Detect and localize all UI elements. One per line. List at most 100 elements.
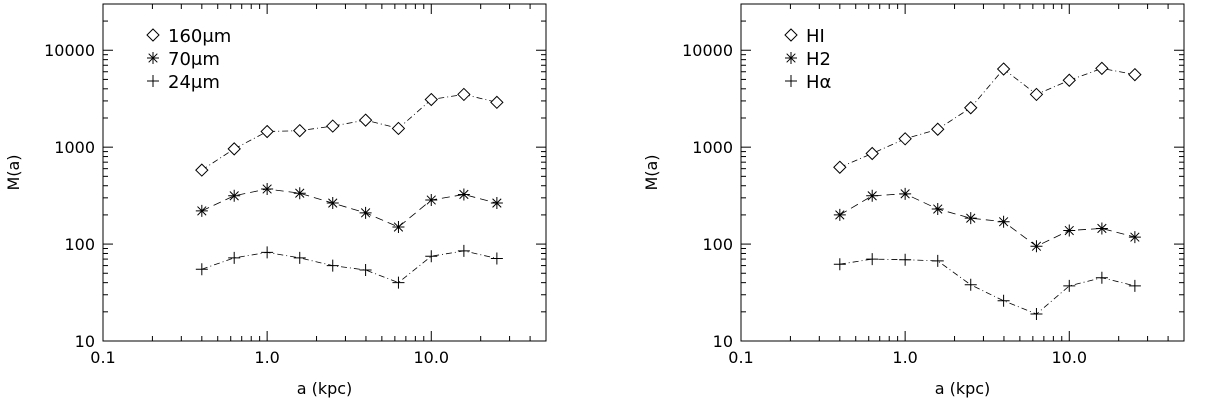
data-point — [425, 193, 438, 206]
data-point — [490, 252, 503, 265]
legend-marker — [146, 28, 160, 42]
data-point — [261, 246, 274, 259]
data-point — [1030, 307, 1043, 320]
data-point — [996, 62, 1011, 76]
data-point — [1095, 222, 1108, 235]
data-point — [1063, 279, 1076, 292]
data-point — [195, 263, 208, 276]
data-point — [457, 188, 470, 201]
x-axis-label: a (kpc) — [935, 379, 991, 398]
data-point — [1128, 231, 1141, 244]
data-point — [490, 197, 503, 210]
data-point — [865, 146, 879, 161]
data-point — [866, 253, 879, 266]
data-point — [227, 142, 241, 156]
data-point — [997, 294, 1010, 307]
data-point — [326, 197, 339, 210]
series-line — [201, 250, 497, 284]
data-point — [833, 258, 846, 271]
series-line — [201, 188, 498, 228]
data-point — [359, 264, 372, 277]
legend-label: 24μm — [168, 72, 220, 93]
legend-label: HI — [806, 26, 825, 47]
data-point — [228, 251, 241, 264]
y-tick-label: 10000 — [682, 41, 733, 60]
data-point — [1029, 87, 1044, 102]
data-point — [457, 244, 470, 257]
plot-frame — [102, 3, 547, 342]
y-axis-label: M(a) — [4, 154, 23, 190]
data-point — [457, 87, 471, 102]
data-point — [261, 183, 274, 196]
data-point — [326, 119, 340, 133]
data-point — [392, 221, 405, 234]
y-tick-label: 1000 — [692, 138, 733, 157]
data-point — [964, 212, 977, 225]
data-point — [391, 121, 406, 136]
data-point — [195, 204, 208, 217]
series-line — [839, 193, 1136, 247]
data-point — [1128, 279, 1141, 292]
data-point — [359, 206, 372, 219]
data-point — [899, 253, 912, 266]
data-point — [424, 92, 438, 107]
data-point — [293, 251, 306, 264]
data-point — [260, 124, 274, 139]
data-point — [228, 189, 241, 202]
x-tick-label: 1.0 — [254, 348, 279, 367]
legend-marker — [784, 28, 798, 42]
data-point — [997, 215, 1010, 228]
data-point — [898, 132, 912, 146]
x-tick-label: 10.0 — [413, 348, 449, 367]
data-point — [392, 276, 405, 289]
series-line — [839, 67, 1135, 168]
y-tick-label: 100 — [64, 235, 95, 254]
data-point — [1062, 73, 1076, 87]
series-line — [201, 93, 497, 171]
legend-marker — [147, 75, 159, 87]
data-point — [358, 113, 373, 127]
data-point — [833, 160, 847, 174]
data-point — [1128, 67, 1142, 82]
x-tick-label: 10.0 — [1051, 348, 1087, 367]
data-point — [425, 250, 438, 263]
y-tick-label: 10 — [75, 332, 95, 351]
data-point — [964, 101, 978, 115]
data-point — [293, 123, 307, 138]
data-point — [899, 187, 912, 200]
chart-panel-right: 0.1 1.0 10.0 10 100 1000 10000 a (kpc) M(a) HIH2H… — [642, 3, 1185, 398]
y-tick-label: 10000 — [44, 41, 95, 60]
legend-label: Hα — [806, 72, 831, 93]
legend-marker — [785, 52, 797, 64]
data-point — [1095, 61, 1109, 76]
data-point — [1063, 224, 1076, 237]
y-tick-label: 1000 — [54, 138, 95, 157]
legend-label: 160μm — [168, 26, 231, 47]
data-point — [866, 189, 879, 202]
x-axis-label: a (kpc) — [297, 379, 353, 398]
data-point — [964, 278, 977, 291]
x-tick-label: 0.1 — [90, 348, 115, 367]
legend-marker — [785, 75, 797, 87]
plot-frame — [740, 3, 1185, 342]
y-tick-label: 100 — [702, 235, 733, 254]
data-point — [490, 95, 504, 110]
data-point — [1030, 240, 1043, 253]
legend-label: 70μm — [168, 49, 220, 70]
legend-label: H2 — [806, 49, 831, 70]
y-tick-label: 10 — [713, 332, 733, 351]
x-tick-label: 0.1 — [728, 348, 753, 367]
data-point — [195, 163, 209, 177]
data-point — [931, 203, 944, 216]
data-point — [931, 254, 944, 267]
data-point — [833, 208, 846, 221]
data-point — [326, 259, 339, 272]
data-point — [931, 122, 945, 136]
chart-panel-left: 0.1 1.0 10.0 10 100 1000 10000 a (kpc) M(a) 160μm… — [4, 3, 547, 398]
data-point — [293, 187, 306, 200]
x-tick-label: 1.0 — [892, 348, 917, 367]
data-point — [1095, 271, 1108, 284]
legend-marker — [147, 52, 159, 64]
y-axis-label: M(a) — [642, 154, 661, 190]
